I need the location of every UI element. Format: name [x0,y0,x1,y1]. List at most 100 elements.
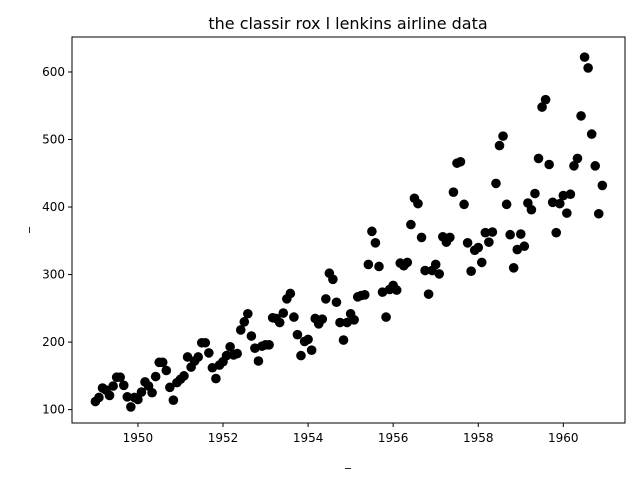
data-point [147,387,157,398]
data-point [505,229,515,240]
data-point [448,187,459,197]
data-point [193,352,204,362]
data-point [579,52,590,62]
data-point [338,335,349,345]
data-point [420,265,430,276]
data-point [565,189,576,200]
data-point [303,334,313,345]
data-point [165,382,175,393]
data-point [211,373,221,384]
data-point [367,226,377,237]
y-tick-label: 100 [42,403,65,417]
x-tick-label: 1954 [293,431,324,445]
data-point [289,312,299,322]
y-axis-ticks: 100 200 300 400 500 600 [42,65,72,417]
data-point [391,285,402,295]
data-point [235,325,246,335]
data-point [239,317,250,327]
data-point [150,371,161,382]
x-tick-label: 1950 [123,431,154,445]
data-point [264,340,274,350]
y-tick-label: 300 [42,268,65,282]
data-point [462,238,473,248]
data-point [243,308,253,319]
data-point [246,331,257,341]
x-tick-label: 1952 [208,431,239,445]
data-point [406,219,416,230]
x-axis-ticks: 1950 1952 1954 1956 1958 1960 [123,423,579,445]
data-point [94,392,104,403]
data-point [491,178,501,189]
data-point [466,266,476,276]
data-point [359,290,370,300]
data-point [374,261,384,272]
data-point [586,129,597,139]
data-point [115,372,125,383]
data-point [476,257,487,268]
data-point [161,365,172,376]
data-point [292,329,303,340]
x-axis-label: _ [344,455,352,469]
data-point [416,232,427,243]
data-point [533,153,544,164]
data-point [104,390,115,401]
data-point [508,263,519,273]
data-point [459,199,469,210]
data-point [537,102,547,112]
x-tick-label: 1960 [548,431,579,445]
y-axis-label: _ [16,226,30,234]
data-point [118,380,129,391]
data-point [179,371,189,381]
data-point [494,140,505,151]
data-point [182,352,193,362]
data-point [526,204,537,215]
data-point [487,227,498,237]
data-point [253,356,264,366]
y-tick-label: 200 [42,335,65,349]
data-point [569,161,579,171]
data-point [413,198,423,209]
data-point [434,269,445,279]
data-point [232,348,242,359]
data-point [296,350,306,361]
data-point [370,238,381,248]
data-point [157,357,168,368]
data-point [554,198,565,209]
data-point [221,350,232,361]
data-point [108,381,118,391]
data-point [430,259,441,270]
data-point [593,208,604,219]
data-point [122,392,133,402]
data-point [515,229,526,239]
data-point [136,387,147,397]
data-point [501,199,512,210]
data-point [306,345,317,356]
data-point [562,208,572,218]
data-point [473,242,484,253]
data-points [90,52,608,412]
data-point [423,289,434,299]
data-point [590,161,601,171]
data-point [126,402,136,412]
data-point [547,197,558,208]
data-point [519,241,530,252]
data-point [544,159,554,170]
data-point [530,188,540,199]
y-tick-label: 400 [42,200,65,214]
data-point [317,314,328,324]
data-point [321,294,331,304]
data-point [331,297,342,308]
data-point [285,288,296,299]
data-point [328,274,338,285]
data-point [278,308,289,318]
data-point [445,232,455,243]
data-point [597,180,608,191]
chart-title: the classir rox l lenkins airline data [208,14,487,33]
data-point [274,317,285,328]
data-point [498,131,508,141]
data-point [540,94,551,105]
y-tick-label: 500 [42,133,65,147]
data-point [576,111,586,121]
data-point [133,394,143,405]
